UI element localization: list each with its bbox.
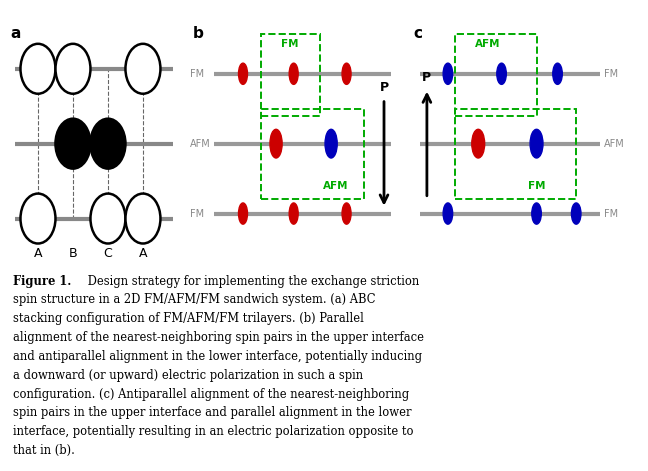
Bar xyxy=(455,34,537,116)
Circle shape xyxy=(56,44,91,94)
Ellipse shape xyxy=(270,130,282,158)
Text: B: B xyxy=(69,247,77,260)
Text: A: A xyxy=(34,247,42,260)
Circle shape xyxy=(21,44,56,94)
Ellipse shape xyxy=(289,63,298,84)
Text: AFM: AFM xyxy=(475,39,500,49)
Text: Design strategy for implementing the exchange striction: Design strategy for implementing the exc… xyxy=(84,275,420,288)
Ellipse shape xyxy=(325,130,337,158)
Ellipse shape xyxy=(572,203,581,224)
Ellipse shape xyxy=(530,130,543,158)
Circle shape xyxy=(126,194,161,244)
Text: spin structure in a 2D FM/AFM/FM sandwich system. (a) ABC: spin structure in a 2D FM/AFM/FM sandwic… xyxy=(13,293,375,306)
Text: FM: FM xyxy=(190,69,204,79)
Ellipse shape xyxy=(532,203,541,224)
Text: c: c xyxy=(413,26,422,41)
Text: P: P xyxy=(422,71,432,84)
Text: FM: FM xyxy=(604,209,618,219)
Bar xyxy=(260,34,320,116)
Bar xyxy=(455,109,576,199)
Text: FM: FM xyxy=(190,209,204,219)
Ellipse shape xyxy=(443,63,453,84)
Circle shape xyxy=(56,119,91,169)
Bar xyxy=(260,109,364,199)
Text: a downward (or upward) electric polarization in such a spin: a downward (or upward) electric polariza… xyxy=(13,369,363,382)
Text: that in (b).: that in (b). xyxy=(13,444,75,457)
Ellipse shape xyxy=(472,130,485,158)
Circle shape xyxy=(91,194,126,244)
Text: alignment of the nearest-neighboring spin pairs in the upper interface: alignment of the nearest-neighboring spi… xyxy=(13,331,424,344)
Text: AFM: AFM xyxy=(323,181,348,191)
Text: b: b xyxy=(192,26,203,41)
Text: AFM: AFM xyxy=(190,138,211,149)
Text: AFM: AFM xyxy=(604,138,625,149)
Text: interface, potentially resulting in an electric polarization opposite to: interface, potentially resulting in an e… xyxy=(13,425,413,438)
Text: spin pairs in the upper interface and parallel alignment in the lower: spin pairs in the upper interface and pa… xyxy=(13,406,411,419)
Text: FM: FM xyxy=(281,39,298,49)
Text: configuration. (c) Antiparallel alignment of the nearest-neighboring: configuration. (c) Antiparallel alignmen… xyxy=(13,388,409,400)
Ellipse shape xyxy=(238,203,248,224)
Text: A: A xyxy=(139,247,147,260)
Text: a: a xyxy=(10,26,20,41)
Ellipse shape xyxy=(238,63,248,84)
Ellipse shape xyxy=(342,203,351,224)
Text: stacking configuration of FM/AFM/FM trilayers. (b) Parallel: stacking configuration of FM/AFM/FM tril… xyxy=(13,312,364,325)
Text: FM: FM xyxy=(604,69,618,79)
Circle shape xyxy=(126,44,161,94)
Text: C: C xyxy=(104,247,112,260)
Circle shape xyxy=(21,194,56,244)
Text: and antiparallel alignment in the lower interface, potentially inducing: and antiparallel alignment in the lower … xyxy=(13,350,422,363)
Text: FM: FM xyxy=(527,181,546,191)
Text: P: P xyxy=(380,81,389,94)
Ellipse shape xyxy=(497,63,506,84)
Ellipse shape xyxy=(342,63,351,84)
Text: Figure 1.: Figure 1. xyxy=(13,275,75,288)
Circle shape xyxy=(91,119,126,169)
Ellipse shape xyxy=(553,63,562,84)
Ellipse shape xyxy=(289,203,298,224)
Ellipse shape xyxy=(443,203,453,224)
